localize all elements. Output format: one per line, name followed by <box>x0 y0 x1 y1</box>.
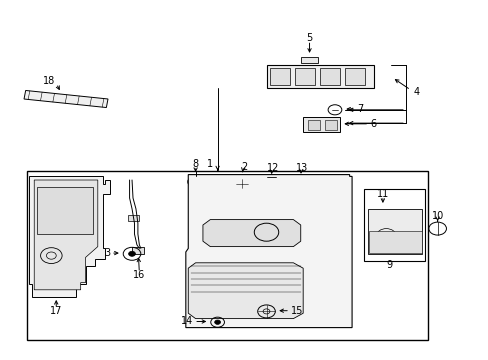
Bar <box>132 247 144 254</box>
Bar <box>364 189 425 261</box>
Text: 4: 4 <box>412 87 419 97</box>
Text: 1: 1 <box>206 159 212 169</box>
Text: 12: 12 <box>266 163 279 173</box>
Bar <box>367 209 422 254</box>
Text: 6: 6 <box>369 119 376 129</box>
Bar <box>266 65 373 88</box>
Circle shape <box>214 320 220 324</box>
Bar <box>270 68 289 85</box>
Text: 14: 14 <box>181 316 193 327</box>
Bar <box>303 117 339 132</box>
Bar <box>37 187 93 234</box>
Bar <box>300 57 317 63</box>
Text: 5: 5 <box>306 33 312 43</box>
Polygon shape <box>29 176 110 297</box>
Text: 11: 11 <box>376 189 388 199</box>
Polygon shape <box>34 180 98 290</box>
Polygon shape <box>188 263 303 319</box>
Bar <box>295 68 314 85</box>
Text: 13: 13 <box>295 163 308 173</box>
Text: 15: 15 <box>290 306 303 316</box>
Bar <box>27 171 427 340</box>
Text: 16: 16 <box>133 270 145 280</box>
Text: 18: 18 <box>42 76 55 86</box>
Polygon shape <box>185 175 351 328</box>
Text: 17: 17 <box>50 306 62 316</box>
Bar <box>320 68 339 85</box>
Text: 9: 9 <box>386 260 392 270</box>
Bar <box>368 231 421 253</box>
Circle shape <box>128 251 135 256</box>
Polygon shape <box>203 220 300 247</box>
Text: 2: 2 <box>241 162 246 172</box>
Text: 10: 10 <box>430 211 443 221</box>
Bar <box>128 215 139 221</box>
Text: 8: 8 <box>192 159 198 169</box>
Bar <box>307 120 320 130</box>
Bar <box>325 120 337 130</box>
Polygon shape <box>24 90 108 108</box>
Text: 3: 3 <box>103 248 110 258</box>
Text: 7: 7 <box>356 104 363 114</box>
Bar <box>345 68 364 85</box>
